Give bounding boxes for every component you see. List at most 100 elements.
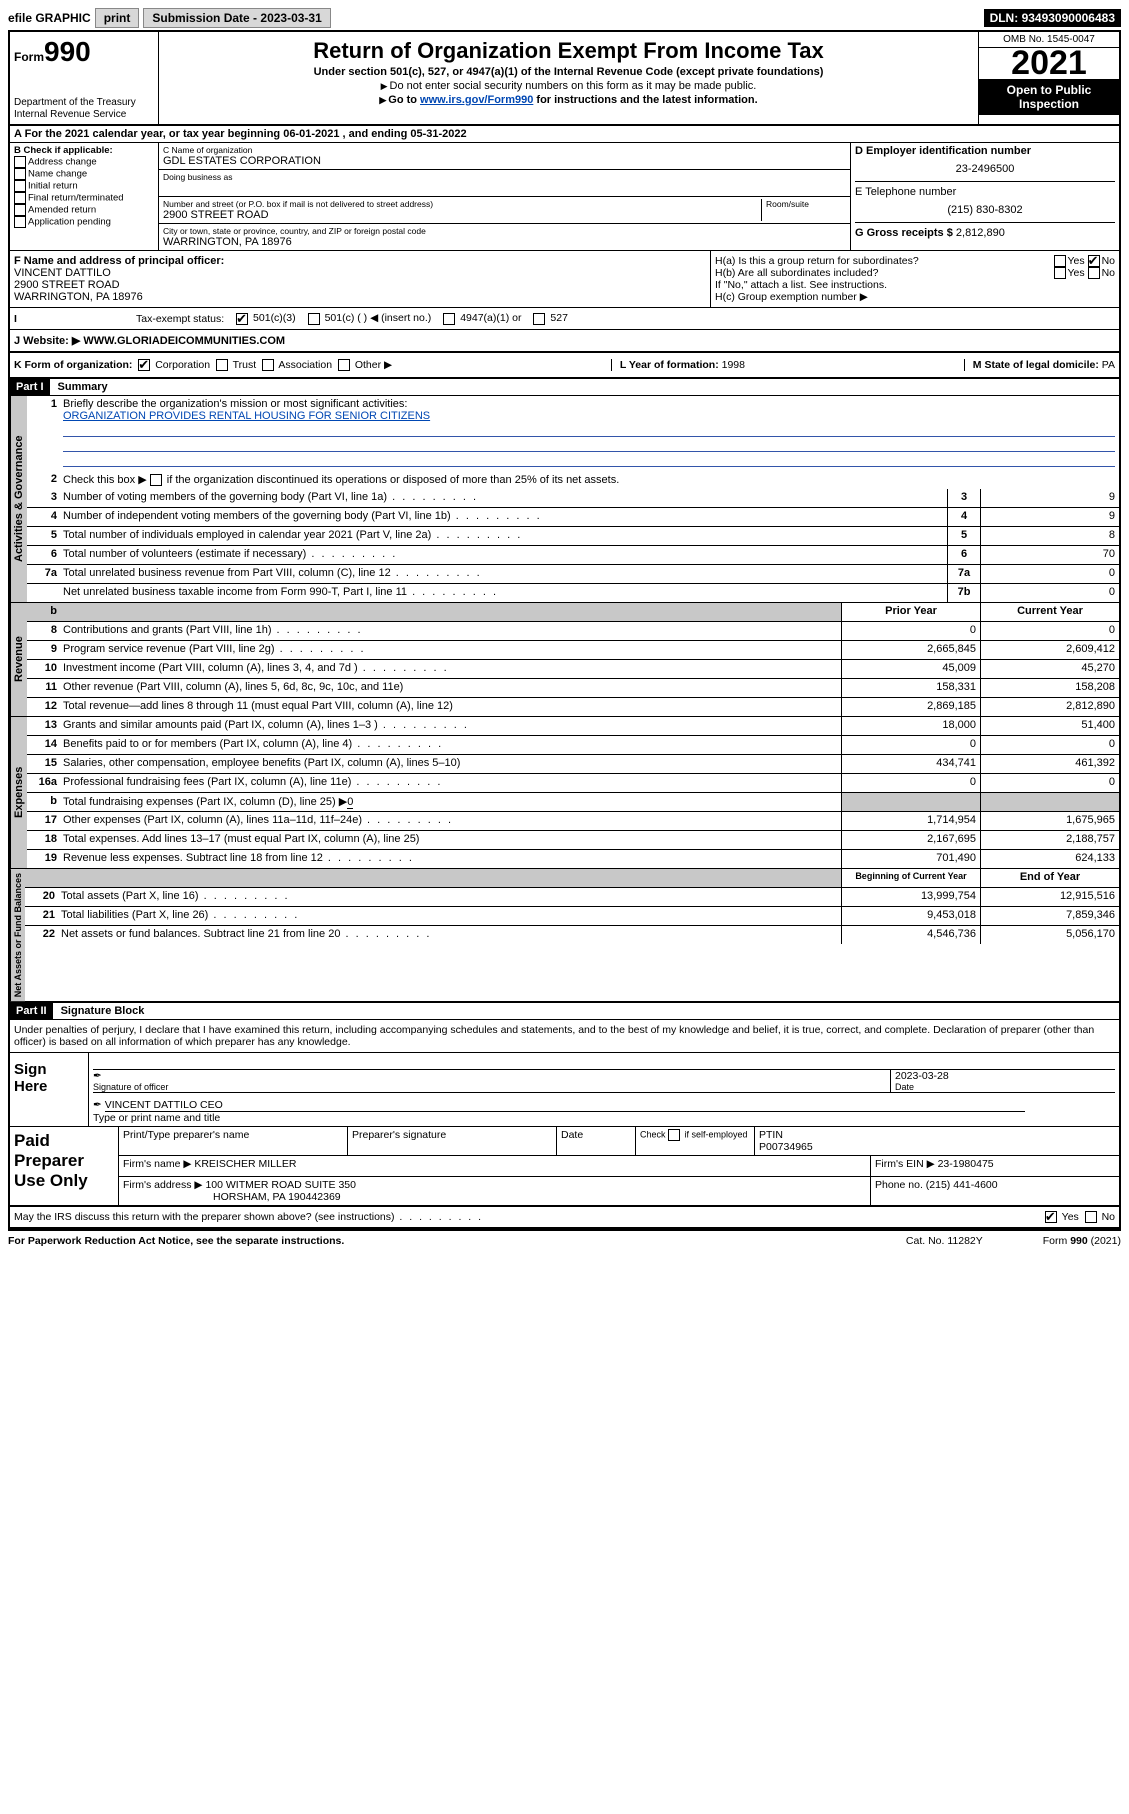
l15-prior: 434,741 — [841, 755, 980, 773]
efile-label: efile GRAPHIC — [8, 11, 91, 25]
l8-desc: Contributions and grants (Part VIII, lin… — [59, 622, 841, 640]
header-right: OMB No. 1545-0047 2021 Open to Public In… — [978, 32, 1119, 124]
l17-prior: 1,714,954 — [841, 812, 980, 830]
irs-link[interactable]: www.irs.gov/Form990 — [420, 94, 533, 106]
sign-here-label: Sign Here — [10, 1053, 88, 1126]
form-subtitle: Under section 501(c), 527, or 4947(a)(1)… — [163, 66, 974, 78]
line-m: M State of legal domicile: PA — [964, 359, 1115, 371]
l12-curr: 2,812,890 — [980, 698, 1119, 716]
sig-officer-label: Signature of officer — [93, 1082, 890, 1092]
firm-ein: 23-1980475 — [938, 1158, 994, 1170]
discuss-no[interactable]: No — [1085, 1211, 1115, 1223]
header-mid: Return of Organization Exempt From Incom… — [159, 32, 978, 124]
l9-prior: 2,665,845 — [841, 641, 980, 659]
chk-initial-return[interactable]: Initial return — [14, 180, 154, 192]
side-net-assets: Net Assets or Fund Balances — [10, 869, 25, 1001]
hc-row: H(c) Group exemption number ▶ — [715, 291, 1115, 303]
l7b-val: 0 — [980, 584, 1119, 602]
box-d: D Employer identification number 23-2496… — [851, 143, 1119, 250]
chk-name-change[interactable]: Name change — [14, 168, 154, 180]
open-inspection: Open to Public Inspection — [979, 79, 1119, 115]
pt-name-label: Print/Type preparer's name — [123, 1129, 343, 1141]
l13-curr: 51,400 — [980, 717, 1119, 735]
box-h: H(a) Is this a group return for subordin… — [710, 251, 1119, 307]
line-a: A For the 2021 calendar year, or tax yea… — [10, 126, 1119, 143]
l11-prior: 158,331 — [841, 679, 980, 697]
officer-type-label: Type or print name and title — [93, 1112, 1115, 1124]
officer-street: 2900 STREET ROAD — [14, 279, 706, 291]
form-title: Return of Organization Exempt From Incom… — [163, 38, 974, 64]
chk-amended-return[interactable]: Amended return — [14, 204, 154, 216]
l14-curr: 0 — [980, 736, 1119, 754]
l1-label: Briefly describe the organization's miss… — [63, 398, 407, 410]
org-name-cell: C Name of organization GDL ESTATES CORPO… — [159, 143, 850, 170]
declaration-text: Under penalties of perjury, I declare th… — [10, 1020, 1119, 1053]
firm-name: KREISCHER MILLER — [194, 1158, 296, 1170]
ptin-value: P00734965 — [759, 1141, 1115, 1153]
phone-value: (215) 830-8302 — [855, 204, 1115, 216]
l16a-prior: 0 — [841, 774, 980, 792]
chk-501c3[interactable]: 501(c)(3) — [236, 312, 296, 324]
firm-addr2: HORSHAM, PA 190442369 — [213, 1191, 341, 1203]
header-left: Form990 Department of the Treasury Inter… — [10, 32, 159, 124]
box-b: B Check if applicable: Address change Na… — [10, 143, 159, 250]
activities-governance: Activities & Governance 1 Briefly descri… — [10, 396, 1119, 603]
form-header: Form990 Department of the Treasury Inter… — [10, 32, 1119, 126]
l20-desc: Total assets (Part X, line 16) — [57, 888, 841, 906]
org-name: GDL ESTATES CORPORATION — [163, 155, 846, 167]
chk-trust[interactable]: Trust — [216, 359, 256, 371]
begin-year-header: Beginning of Current Year — [841, 869, 980, 887]
l22-desc: Net assets or fund balances. Subtract li… — [57, 926, 841, 944]
chk-501c[interactable]: 501(c) ( ) ◀ (insert no.) — [308, 312, 432, 324]
tax-year: 2021 — [979, 44, 1119, 83]
note-ssn: Do not enter social security numbers on … — [163, 80, 974, 92]
chk-corp[interactable]: Corporation — [138, 359, 210, 371]
l22-prior: 4,546,736 — [841, 926, 980, 944]
l15-curr: 461,392 — [980, 755, 1119, 773]
end-year-header: End of Year — [980, 869, 1119, 887]
l8-prior: 0 — [841, 622, 980, 640]
mission-text[interactable]: ORGANIZATION PROVIDES RENTAL HOUSING FOR… — [63, 410, 430, 422]
ein-block: D Employer identification number 23-2496… — [855, 145, 1115, 182]
l3-desc: Number of voting members of the governin… — [59, 489, 947, 507]
l6-desc: Total number of volunteers (estimate if … — [59, 546, 947, 564]
paid-preparer-row: Paid Preparer Use Only Print/Type prepar… — [10, 1127, 1119, 1207]
chk-4947[interactable]: 4947(a)(1) or — [443, 312, 521, 324]
discuss-yes[interactable]: Yes — [1045, 1211, 1079, 1223]
l18-desc: Total expenses. Add lines 13–17 (must eq… — [59, 831, 841, 849]
l7a-val: 0 — [980, 565, 1119, 583]
l18-curr: 2,188,757 — [980, 831, 1119, 849]
side-expenses: Expenses — [10, 717, 27, 868]
paid-preparer-label: Paid Preparer Use Only — [10, 1127, 118, 1205]
l16a-desc: Professional fundraising fees (Part IX, … — [59, 774, 841, 792]
pen-icon: ✒ — [93, 1070, 102, 1082]
l16b-desc: Total fundraising expenses (Part IX, col… — [59, 793, 841, 811]
l22-curr: 5,056,170 — [980, 926, 1119, 944]
submission-date-button[interactable]: Submission Date - 2023-03-31 — [143, 8, 330, 28]
l7a-desc: Total unrelated business revenue from Pa… — [59, 565, 947, 583]
l21-prior: 9,453,018 — [841, 907, 980, 925]
signature-block: Under penalties of perjury, I declare th… — [10, 1019, 1119, 1229]
prior-year-header: Prior Year — [841, 603, 980, 621]
chk-address-change[interactable]: Address change — [14, 156, 154, 168]
pt-date-label: Date — [561, 1129, 631, 1141]
city-cell: City or town, state or province, country… — [159, 224, 850, 250]
chk-527[interactable]: 527 — [533, 312, 567, 324]
box-c: C Name of organization GDL ESTATES CORPO… — [159, 143, 851, 250]
boxes-fh: F Name and address of principal officer:… — [10, 251, 1119, 308]
chk-final-return[interactable]: Final return/terminated — [14, 192, 154, 204]
form-number: Form990 — [14, 36, 154, 68]
chk-other[interactable]: Other ▶ — [338, 359, 392, 371]
l20-prior: 13,999,754 — [841, 888, 980, 906]
chk-assoc[interactable]: Association — [262, 359, 332, 371]
line-l: L Year of formation: 1998 — [611, 359, 745, 371]
part2-title: Signature Block — [53, 1005, 145, 1017]
l14-prior: 0 — [841, 736, 980, 754]
l18-prior: 2,167,695 — [841, 831, 980, 849]
chk-application-pending[interactable]: Application pending — [14, 216, 154, 228]
website-row: J Website: ▶ WWW.GLORIADEICOMMUNITIES.CO… — [10, 330, 1119, 353]
l19-prior: 701,490 — [841, 850, 980, 868]
l9-curr: 2,609,412 — [980, 641, 1119, 659]
print-button[interactable]: print — [95, 8, 140, 28]
part1-header: Part I — [10, 379, 50, 395]
